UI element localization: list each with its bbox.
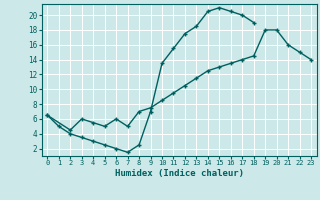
X-axis label: Humidex (Indice chaleur): Humidex (Indice chaleur) (115, 169, 244, 178)
